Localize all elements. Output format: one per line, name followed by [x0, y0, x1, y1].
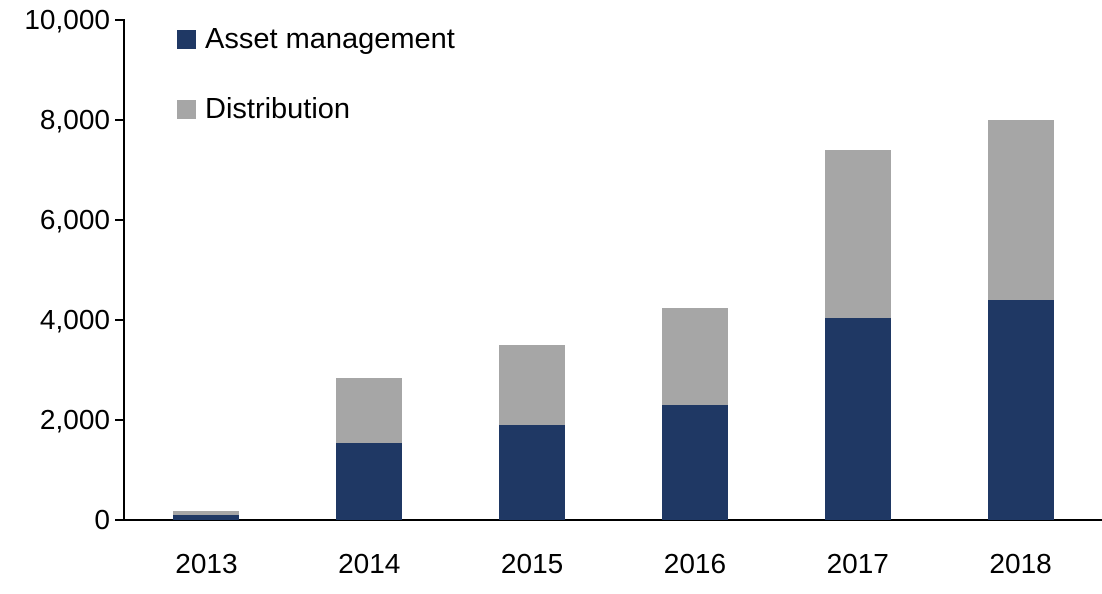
- bar-segment-2015-asset-management: [499, 425, 566, 520]
- y-tick-label: 10,000: [24, 4, 110, 35]
- x-tick-label-2015: 2015: [500, 548, 564, 579]
- y-tick: [115, 519, 124, 521]
- legend-swatch-distribution-icon: [177, 100, 196, 119]
- y-tick: [115, 319, 124, 321]
- bar-segment-2015-distribution: [499, 345, 566, 425]
- bar-segment-2018-distribution: [987, 120, 1054, 300]
- legend-label-asset-management: Asset management: [205, 23, 455, 55]
- y-axis-line: [123, 19, 125, 521]
- bar-segment-2017-distribution: [824, 150, 891, 318]
- y-tick-label: 8,000: [39, 104, 110, 135]
- plot-area: [125, 20, 1102, 520]
- bar-segment-2014-distribution: [336, 377, 403, 443]
- bar-segment-2013-asset-management: [173, 515, 240, 520]
- legend-item-asset-management: Asset management: [177, 23, 455, 55]
- x-tick-label-2016: 2016: [663, 548, 727, 579]
- legend-item-distribution: Distribution: [177, 93, 455, 125]
- x-axis-line: [123, 519, 1102, 521]
- y-tick-label: 6,000: [39, 204, 110, 235]
- x-tick-label-2018: 2018: [989, 548, 1052, 579]
- bar-2017: [824, 150, 891, 520]
- legend: Asset management Distribution: [177, 23, 455, 165]
- y-tick-label: 0: [94, 504, 110, 535]
- legend-swatch-asset-management-icon: [177, 30, 196, 49]
- y-tick-label: 2,000: [39, 404, 110, 435]
- y-tick: [115, 19, 124, 21]
- y-tick-label: 4,000: [39, 304, 110, 335]
- y-tick: [115, 119, 124, 121]
- bar-segment-2014-asset-management: [336, 442, 403, 520]
- bar-2018: [987, 120, 1054, 520]
- bar-2015: [499, 345, 566, 520]
- bar-segment-2018-asset-management: [987, 300, 1054, 520]
- bar-2013: [173, 510, 240, 520]
- bar-segment-2017-asset-management: [824, 317, 891, 520]
- x-tick-label-2017: 2017: [826, 548, 889, 579]
- y-tick: [115, 219, 124, 221]
- x-tick-label-2013: 2013: [175, 548, 238, 579]
- y-tick: [115, 419, 124, 421]
- bar-2014: [336, 377, 403, 520]
- bar-2016: [661, 307, 728, 520]
- legend-label-distribution: Distribution: [205, 93, 351, 125]
- bar-segment-2016-distribution: [661, 307, 728, 405]
- bar-segment-2016-asset-management: [661, 405, 728, 520]
- x-tick-label-2014: 2014: [338, 548, 401, 579]
- bar-segment-2013-distribution: [173, 510, 240, 515]
